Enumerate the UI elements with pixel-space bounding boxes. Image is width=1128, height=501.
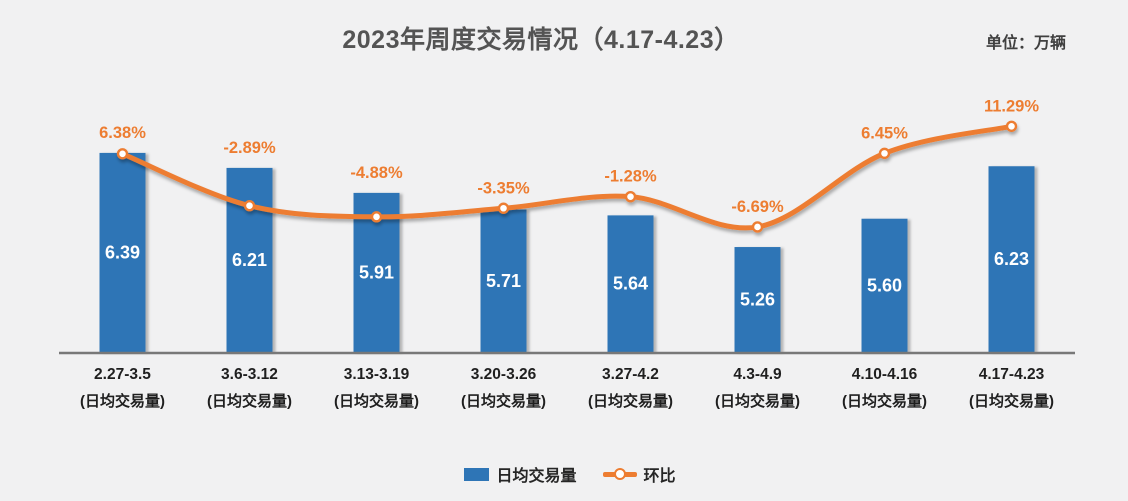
x-axis-sublabel: (日均交易量) — [334, 392, 419, 410]
x-axis-sublabel: (日均交易量) — [207, 392, 292, 410]
x-axis-sublabel: (日均交易量) — [842, 392, 927, 410]
bar — [734, 247, 781, 352]
bar — [988, 166, 1035, 352]
line-marker — [624, 190, 637, 203]
x-axis-sublabel: (日均交易量) — [80, 392, 165, 410]
bar-value-label: 5.26 — [740, 290, 775, 310]
bar-value-label: 6.39 — [105, 242, 140, 262]
x-axis-label: 3.20-3.26 — [471, 366, 537, 383]
data-labels: 6.39 6.21 5.91 5.71 5.64 5.26 5.60 6.23 6.38% -2.… — [99, 97, 1039, 309]
x-axis-label: 4.17-4.23 — [979, 366, 1045, 383]
pct-label: 6.45% — [861, 124, 908, 142]
bar-value-label: 5.60 — [867, 275, 902, 295]
x-axis-sublabel: (日均交易量) — [715, 392, 800, 410]
line-marker — [1005, 120, 1018, 132]
pct-label: -2.89% — [223, 139, 276, 157]
x-axis-label: 4.3-4.9 — [733, 366, 782, 383]
bar-series — [99, 152, 1035, 352]
chart-title: 2023年周度交易情况（4.17-4.23） — [342, 26, 740, 54]
bar-value-label: 5.71 — [486, 271, 521, 291]
bar-series-swatch-icon — [464, 467, 490, 481]
bar — [861, 218, 908, 352]
bar — [480, 209, 527, 352]
bar — [99, 152, 146, 352]
line-series — [116, 120, 1018, 233]
line-marker — [751, 221, 764, 233]
pct-label: -4.88% — [350, 164, 403, 182]
line-marker-icon — [613, 468, 626, 480]
bar-value-label: 6.21 — [232, 250, 267, 270]
legend-item-bar: 日均交易量 — [464, 462, 577, 486]
x-axis-label: 2.27-3.5 — [94, 366, 151, 383]
legend-label-line: 环比 — [643, 468, 676, 485]
pct-label: -6.69% — [731, 198, 784, 216]
legend: 日均交易量 环比 — [0, 462, 1128, 486]
line-marker — [243, 199, 256, 212]
line-marker — [497, 202, 510, 214]
line-marker — [370, 211, 383, 223]
pct-label: 11.29% — [984, 97, 1039, 115]
bar — [226, 167, 273, 352]
line-series-swatch-icon — [602, 468, 637, 480]
line-marker — [116, 148, 129, 160]
bar — [607, 215, 654, 352]
pct-label: 6.38% — [99, 124, 146, 142]
bar-value-label: 5.64 — [613, 274, 648, 294]
line-marker — [878, 147, 891, 160]
line-with-markers — [116, 120, 1018, 233]
x-axis-sublabel: (日均交易量) — [588, 392, 673, 410]
bar-value-label: 6.23 — [994, 249, 1029, 269]
x-axis-sublabel: (日均交易量) — [461, 392, 546, 410]
pct-label: -1.28% — [604, 168, 657, 186]
x-axis-label: 3.6-3.12 — [221, 366, 278, 383]
x-axis-label: 3.13-3.19 — [344, 366, 410, 383]
line-path — [120, 123, 1014, 231]
bar-value-label: 5.91 — [359, 262, 394, 282]
x-axis-label: 4.10-4.16 — [852, 366, 918, 383]
x-axis-label: 3.27-4.2 — [602, 366, 659, 383]
x-axis-sublabel: (日均交易量) — [969, 392, 1054, 410]
x-axis-labels: 2.27-3.5 (日均交易量) 3.6-3.12 (日均交易量) 3.13-3.19 (… — [80, 366, 1054, 410]
legend-label-bar: 日均交易量 — [496, 468, 577, 485]
pct-label: -3.35% — [477, 179, 530, 197]
unit-label: 单位：万辆 — [985, 35, 1066, 52]
legend-item-line: 环比 — [602, 462, 676, 486]
